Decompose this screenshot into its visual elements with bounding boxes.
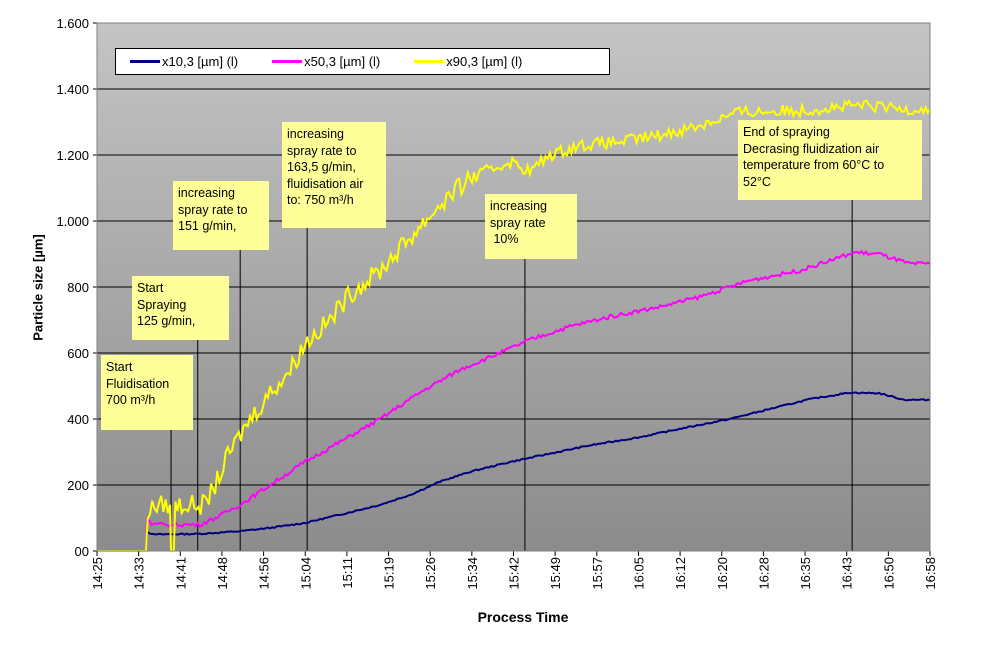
legend-label: x50,3 [µm] (l) [304,54,381,69]
x-tick-label: 14:33 [132,557,147,590]
y-tick-label: 1.200 [56,148,89,163]
annotation-end-spraying: End of spraying Decrasing fluidization ai… [738,120,922,200]
legend: x10,3 [µm] (l) x50,3 [µm] (l) x90,3 [µm]… [115,48,610,75]
x-tick-label: 16:50 [881,557,896,590]
x-tick-label: 15:34 [465,557,480,590]
x-tick-label: 14:48 [215,557,230,590]
annotation-spray-163: increasing spray rate to 163,5 g/min, fluid… [282,122,386,228]
x-tick-label: 15:04 [298,557,313,590]
x-tick-label: 16:35 [798,557,813,590]
x-tick-label: 16:20 [715,557,730,590]
x-tick-label: 15:49 [548,557,563,590]
x-tick-label: 15:11 [340,557,355,589]
annotation-spray-10pct: increasing spray rate 10% [485,194,577,259]
y-tick-label: 1.400 [56,82,89,97]
legend-label: x90,3 [µm] (l) [446,54,523,69]
x-tick-label: 16:43 [840,557,855,590]
x-tick-label: 14:25 [90,557,105,590]
legend-swatch [414,60,445,63]
legend-item-x90: x90,3 [µm] (l) [414,54,522,69]
legend-label: x10,3 [µm] (l) [162,54,239,69]
x-tick-label: 15:57 [590,557,605,590]
y-axis-title: Particle size [µm] [30,234,46,341]
x-tick-label: 16:12 [673,557,688,590]
y-tick-label: 400 [67,412,89,427]
y-tick-label: 1.000 [56,214,89,229]
x-tick-label: 15:26 [423,557,438,590]
y-tick-label: 800 [67,280,89,295]
x-tick-label: 15:42 [507,557,522,590]
legend-swatch [130,60,160,63]
x-tick-label: 16:28 [756,557,771,590]
y-tick-label: 600 [67,346,89,361]
y-tick-label: 1.600 [56,16,89,31]
series-line-x90 [97,98,931,552]
legend-item-x10: x10,3 [µm] (l) [130,54,238,69]
annotation-spray-151: increasing spray rate to 151 g/min, [173,181,269,250]
x-tick-label: 15:19 [382,557,397,590]
series-line-x10 [97,391,931,552]
y-tick-label: 00 [75,544,89,559]
x-tick-label: 16:05 [631,557,646,590]
legend-item-x50: x50,3 [µm] (l) [272,54,380,69]
x-tick-label: 14:56 [257,557,272,590]
x-tick-label: 16:58 [923,557,938,590]
y-tick-label: 200 [67,478,89,493]
plot-border [96,22,931,552]
annotation-start-fluidisation: Start Fluidisation 700 m³/h [101,355,193,430]
series-line-x50 [97,249,931,552]
x-axis-title: Process Time [477,609,569,625]
x-tick-label: 14:41 [173,557,188,590]
legend-swatch [272,60,303,63]
annotation-start-spraying: Start Spraying 125 g/min, [132,276,229,340]
